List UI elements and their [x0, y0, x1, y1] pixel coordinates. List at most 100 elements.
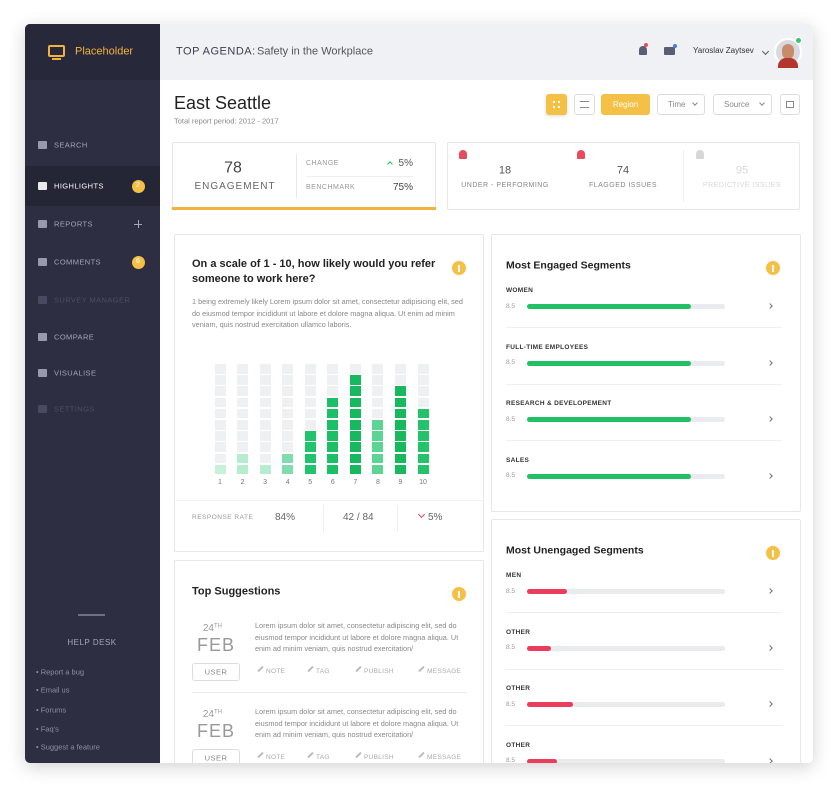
- menu-icon[interactable]: [38, 141, 47, 149]
- menu-item[interactable]: VISUALISE: [54, 368, 97, 378]
- segment-bar: [527, 360, 692, 366]
- chart-cell: [327, 408, 339, 419]
- list-view-btn[interactable]: [574, 94, 595, 115]
- sidebar: [25, 24, 160, 763]
- chart-category: 7: [353, 478, 358, 486]
- segment-track[interactable]: [527, 758, 725, 763]
- filter-button[interactable]: [713, 94, 772, 115]
- list-icon: [580, 101, 589, 108]
- chart-cell: [237, 397, 249, 408]
- chart-cell: [214, 431, 226, 441]
- chart-cell: [372, 464, 384, 475]
- menu-icon[interactable]: [38, 369, 47, 377]
- action-label[interactable]: TAG: [316, 668, 330, 676]
- action-label[interactable]: TAG: [316, 754, 330, 762]
- chart-cell: [237, 375, 249, 385]
- chart-cell: [282, 442, 294, 453]
- chart-category: 10: [419, 478, 427, 486]
- chart-cell: [417, 431, 429, 441]
- chart-cell: [327, 442, 339, 453]
- help-link[interactable]: • Faq's: [36, 724, 59, 734]
- action-label[interactable]: MESSAGE: [427, 754, 462, 762]
- help-link[interactable]: • Email us: [36, 685, 70, 695]
- mail-icon[interactable]: [664, 47, 675, 55]
- user-name[interactable]: Yaroslav Zaytsev: [693, 46, 754, 56]
- menu-icon[interactable]: [38, 258, 47, 266]
- chart-cell: [417, 386, 429, 397]
- chart-category: 4: [285, 478, 290, 486]
- user-button-label[interactable]: USER: [204, 753, 228, 763]
- chart-cell: [327, 431, 339, 441]
- filter-button[interactable]: [601, 94, 650, 115]
- action-label[interactable]: NOTE: [266, 668, 286, 676]
- menu-item[interactable]: HIGHLIGHTS: [54, 181, 104, 191]
- issue-bell: [696, 150, 704, 159]
- help-link[interactable]: • Report a bug: [36, 667, 85, 677]
- avatar-body: [778, 58, 798, 68]
- online-dot: [794, 36, 802, 44]
- chart-cell: [372, 397, 384, 408]
- footer-divider: [397, 505, 398, 532]
- chart-cell: [282, 408, 294, 419]
- user-button[interactable]: [192, 749, 240, 763]
- segment-name: OTHER: [506, 741, 531, 749]
- chart-cell: [237, 420, 249, 430]
- filter-label[interactable]: Source: [724, 99, 750, 109]
- menu-item[interactable]: SETTINGS: [54, 404, 95, 414]
- menu-item[interactable]: SEARCH: [54, 140, 88, 150]
- segment-name: RESEARCH & DEVELOPEMENT: [506, 400, 612, 408]
- issue-bell: [459, 150, 467, 159]
- filter-label[interactable]: Region: [612, 99, 639, 109]
- brand-icon-stand: [52, 58, 61, 60]
- chart-cell: [394, 397, 406, 408]
- help-link[interactable]: • Suggest a feature: [36, 742, 100, 752]
- action-label[interactable]: PUBLISH: [364, 668, 394, 676]
- filter-button[interactable]: [657, 94, 705, 115]
- chart-cell: [282, 364, 294, 374]
- brand-name: Placeholder: [75, 45, 134, 58]
- response-change: 5%: [428, 512, 443, 523]
- chart-cell: [417, 453, 429, 464]
- export-btn[interactable]: [780, 94, 800, 115]
- menu-icon[interactable]: [38, 220, 47, 228]
- user-button-label[interactable]: USER: [204, 667, 228, 677]
- issues-card: [447, 142, 800, 210]
- chart-cell: [259, 431, 271, 441]
- chart-category: 6: [330, 478, 335, 486]
- segments-title: Most Unengaged Segments: [506, 544, 644, 557]
- menu-item[interactable]: REPORTS: [54, 219, 93, 229]
- menu-icon[interactable]: [38, 333, 47, 341]
- chart-cell: [349, 386, 361, 397]
- menu-item[interactable]: COMMENTS: [54, 257, 101, 267]
- menu-item[interactable]: COMPARE: [54, 332, 95, 342]
- segment-divider: [506, 612, 782, 613]
- action-label[interactable]: NOTE: [266, 754, 286, 762]
- segment-track[interactable]: [527, 702, 725, 707]
- help-link[interactable]: • Forums: [36, 705, 67, 715]
- menu-item[interactable]: SURVEY MANAGER: [54, 295, 131, 305]
- filter-label[interactable]: Time: [668, 99, 686, 109]
- segment-name: FULL-TIME EMPLOYEES: [506, 343, 589, 351]
- chart-cell: [237, 364, 249, 374]
- segment-divider: [506, 327, 782, 328]
- action-label[interactable]: PUBLISH: [364, 754, 394, 762]
- chart-cell: [282, 375, 294, 385]
- segment-name: OTHER: [506, 628, 531, 636]
- segment-track[interactable]: [527, 645, 725, 651]
- chart-cell: [417, 375, 429, 385]
- chart-cell: [237, 408, 249, 419]
- header: [160, 24, 813, 80]
- bell-icon[interactable]: [639, 46, 647, 55]
- info-mark: [458, 590, 460, 598]
- chart-cell: [372, 431, 384, 441]
- chart-cell: [417, 420, 429, 430]
- user-button[interactable]: [192, 663, 240, 681]
- chart-cell: [214, 464, 226, 475]
- menu-icon[interactable]: [38, 182, 47, 190]
- grid-view-btn[interactable]: [546, 94, 567, 115]
- suggestion-day-suffix: TH: [214, 709, 222, 716]
- chart-cell: [304, 375, 316, 385]
- segment-track[interactable]: [527, 589, 725, 594]
- action-label[interactable]: MESSAGE: [427, 668, 462, 676]
